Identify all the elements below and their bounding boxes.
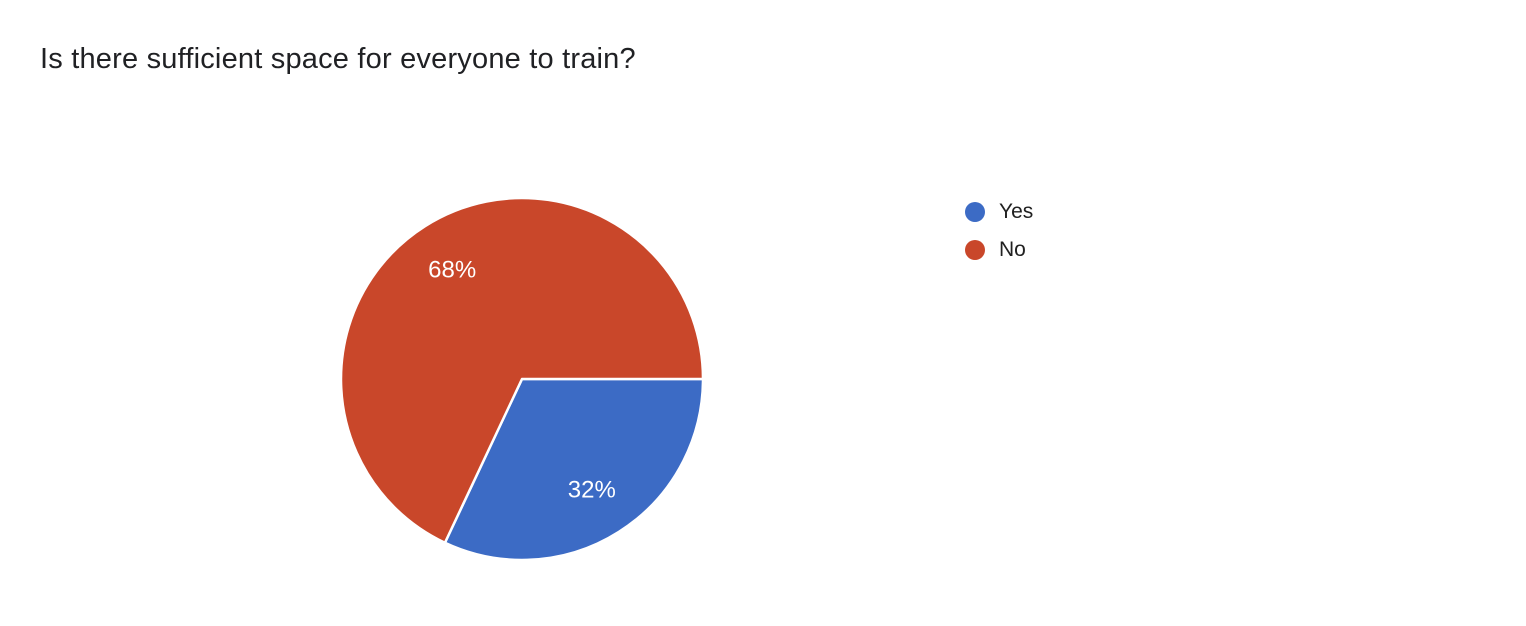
pie-slice-label-no: 68% — [428, 256, 476, 283]
legend-label: Yes — [999, 200, 1034, 223]
legend-swatch-no — [965, 240, 985, 260]
pie-slice-label-yes: 32% — [568, 476, 616, 503]
pie-chart: 32% 68% — [339, 196, 705, 562]
legend-item-yes: Yes — [965, 199, 1033, 225]
chart-legend: Yes No — [965, 199, 1033, 263]
pie-slice-yes — [443, 377, 705, 562]
legend-item-no: No — [965, 237, 1033, 263]
legend-swatch-yes — [965, 202, 985, 222]
question-title: Is there sufficient space for everyone t… — [40, 43, 636, 75]
pie-slice-no — [339, 196, 705, 545]
legend-label: No — [999, 238, 1026, 261]
